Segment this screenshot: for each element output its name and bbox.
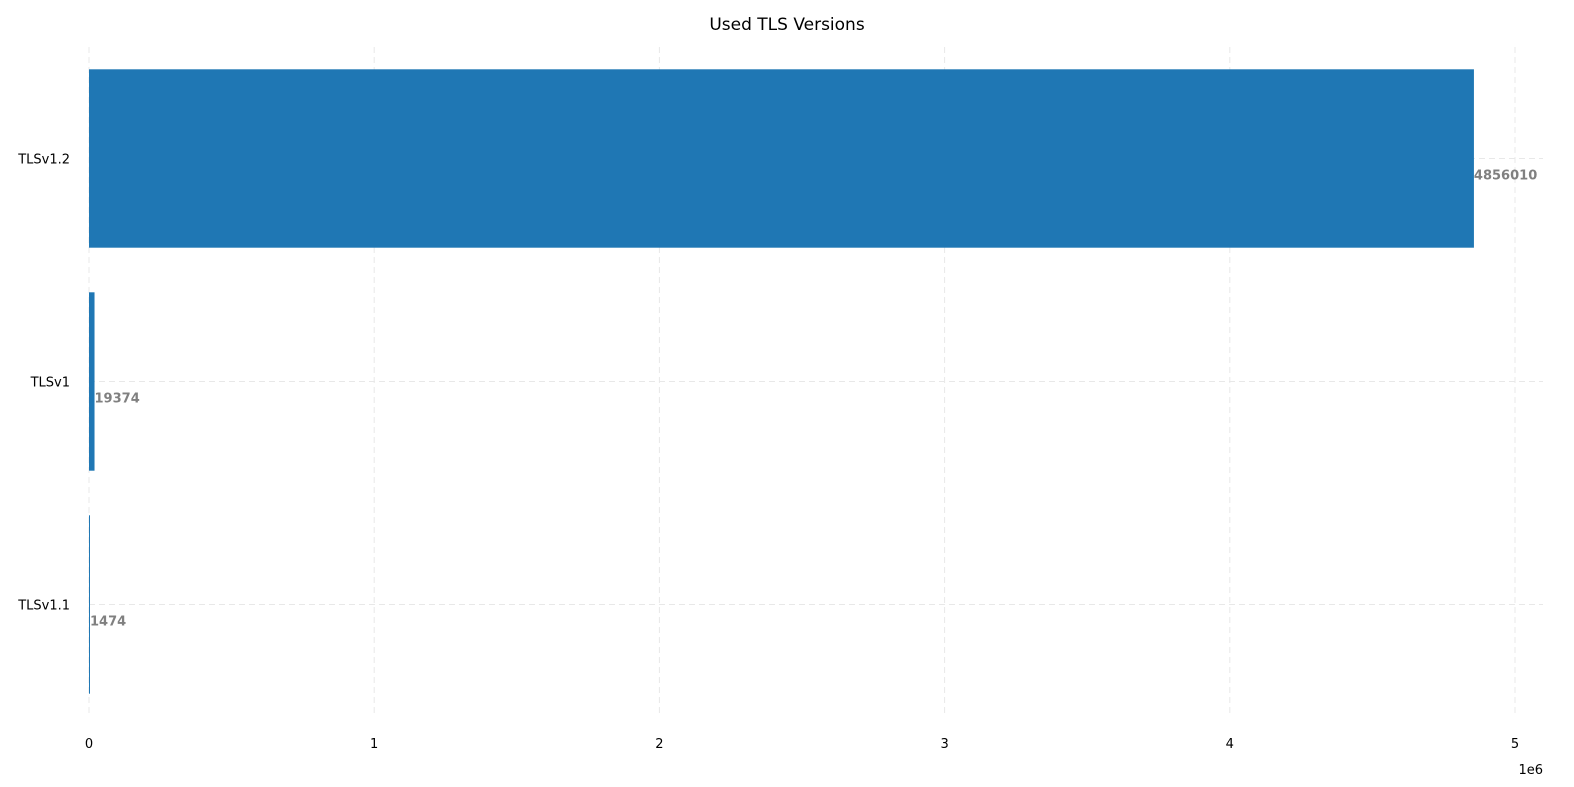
bar-value-label: 4856010 <box>1474 169 1537 184</box>
x-tick-label: 1 <box>370 737 378 752</box>
bar <box>89 292 95 471</box>
label-layer: 0 1 2 3 4 5 TLSv1.2 4856010 TLSv1 19374 TLSv1.1 147… <box>17 153 1537 753</box>
bar-value-label: 1474 <box>90 615 126 630</box>
y-category-label: TLSv1.2 <box>17 153 70 168</box>
bar-layer <box>89 69 1474 694</box>
y-category-label: TLSv1 <box>30 376 70 391</box>
chart-title: Used TLS Versions <box>709 15 865 35</box>
x-tick-label: 2 <box>655 737 663 752</box>
x-tick-label: 3 <box>940 737 948 752</box>
x-tick-label: 5 <box>1511 737 1519 752</box>
y-category-label: TLSv1.1 <box>17 599 70 614</box>
bar <box>89 515 90 694</box>
x-tick-label: 4 <box>1226 737 1234 752</box>
x-axis-scale-label: 1e6 <box>1518 763 1543 778</box>
x-tick-label: 0 <box>85 737 93 752</box>
bar <box>89 69 1474 248</box>
bar-value-label: 19374 <box>95 392 140 407</box>
